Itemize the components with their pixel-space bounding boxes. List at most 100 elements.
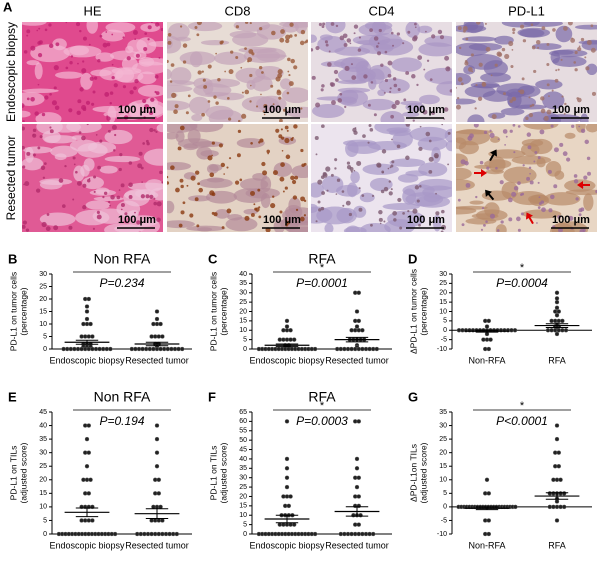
cell-nucleus bbox=[198, 187, 203, 193]
cell-nucleus bbox=[504, 53, 510, 60]
data-point bbox=[284, 466, 290, 471]
cell-nucleus bbox=[128, 161, 133, 165]
cell-nucleus bbox=[462, 25, 468, 31]
cell-nucleus bbox=[439, 35, 445, 40]
cell-nucleus bbox=[346, 38, 352, 43]
cell-nucleus bbox=[249, 73, 253, 78]
cell-nucleus bbox=[335, 193, 338, 195]
cell-nucleus bbox=[82, 183, 87, 188]
tissue-blob bbox=[192, 141, 224, 148]
cell-nucleus bbox=[457, 198, 461, 202]
cell-nucleus bbox=[22, 165, 26, 169]
cell-nucleus bbox=[300, 148, 304, 153]
cell-nucleus bbox=[411, 74, 416, 79]
data-point bbox=[82, 346, 88, 352]
cell-nucleus bbox=[91, 102, 95, 106]
cell-nucleus bbox=[118, 167, 122, 172]
cell-nucleus bbox=[446, 66, 450, 70]
tissue-blob bbox=[187, 128, 201, 144]
data-point bbox=[554, 518, 560, 523]
cell-nucleus bbox=[72, 156, 76, 160]
cell-nucleus bbox=[24, 181, 30, 187]
cell-nucleus bbox=[381, 149, 387, 154]
cell-nucleus bbox=[456, 96, 460, 100]
y-tick-label: 15 bbox=[439, 299, 447, 306]
tissue-blob bbox=[316, 96, 351, 101]
tissue-blob bbox=[389, 158, 426, 168]
cell-nucleus bbox=[375, 45, 379, 48]
data-point bbox=[284, 328, 290, 333]
tissue-blob bbox=[168, 23, 190, 41]
y-tick-label: 35 bbox=[239, 280, 247, 287]
cell-nucleus bbox=[116, 195, 121, 200]
tissue-blob bbox=[22, 22, 47, 26]
cell-nucleus bbox=[422, 109, 428, 115]
cell-nucleus bbox=[73, 163, 76, 166]
data-point bbox=[64, 346, 70, 352]
cell-nucleus bbox=[179, 178, 184, 183]
cell-nucleus bbox=[285, 34, 291, 40]
data-point bbox=[562, 491, 567, 496]
y-axis-label: (percentage) bbox=[18, 287, 28, 335]
tissue-blob bbox=[39, 212, 76, 226]
cell-nucleus bbox=[348, 212, 353, 217]
tissue-blob bbox=[456, 98, 476, 105]
cell-nucleus bbox=[135, 53, 140, 58]
cell-nucleus bbox=[293, 65, 298, 70]
data-point bbox=[486, 346, 491, 352]
cell-nucleus bbox=[187, 94, 191, 98]
cell-nucleus bbox=[428, 139, 432, 143]
cell-nucleus bbox=[167, 40, 172, 45]
cell-nucleus bbox=[109, 204, 111, 207]
cell-nucleus bbox=[236, 153, 241, 158]
y-tick-label: 20 bbox=[239, 308, 247, 315]
cell-nucleus bbox=[331, 100, 336, 106]
tissue-blob bbox=[564, 132, 576, 139]
data-point bbox=[363, 531, 369, 537]
tissue-blob bbox=[167, 200, 175, 214]
cell-nucleus bbox=[153, 129, 156, 132]
x-tick-label: Non-RFA bbox=[468, 540, 505, 550]
cell-nucleus bbox=[511, 48, 514, 51]
cell-nucleus bbox=[145, 139, 149, 143]
cell-nucleus bbox=[186, 184, 189, 187]
data-point bbox=[154, 423, 160, 428]
cell-nucleus bbox=[108, 200, 111, 204]
cell-nucleus bbox=[25, 228, 30, 232]
y-tick-label: 50 bbox=[239, 437, 247, 444]
column-header: HE bbox=[83, 3, 101, 18]
tissue-blob bbox=[280, 78, 292, 90]
tissue-blob bbox=[423, 193, 441, 203]
tissue-blob bbox=[436, 81, 452, 96]
cell-nucleus bbox=[111, 63, 114, 66]
cell-nucleus bbox=[86, 124, 89, 126]
data-point bbox=[82, 334, 88, 339]
tissue-blob bbox=[189, 96, 211, 115]
cell-nucleus bbox=[358, 187, 361, 190]
cell-nucleus bbox=[119, 153, 123, 157]
data-point bbox=[360, 328, 365, 333]
cell-nucleus bbox=[32, 128, 37, 133]
cell-nucleus bbox=[497, 138, 500, 141]
cell-nucleus bbox=[485, 46, 491, 52]
data-point bbox=[160, 334, 165, 339]
tissue-blob bbox=[456, 167, 472, 180]
cell-nucleus bbox=[286, 220, 291, 225]
cell-nucleus bbox=[134, 211, 136, 214]
panel-label: C bbox=[208, 251, 218, 266]
tissue-blob bbox=[95, 52, 115, 62]
cell-nucleus bbox=[286, 129, 289, 132]
cell-nucleus bbox=[32, 153, 36, 157]
cell-nucleus bbox=[271, 30, 276, 36]
cell-nucleus bbox=[96, 214, 102, 220]
tissue-blob bbox=[325, 22, 346, 34]
cell-nucleus bbox=[522, 39, 527, 43]
cell-nucleus bbox=[519, 89, 525, 95]
cell-nucleus bbox=[390, 188, 393, 191]
data-point bbox=[345, 531, 351, 537]
cell-nucleus bbox=[136, 220, 141, 225]
tissue bbox=[311, 22, 452, 122]
cell-nucleus bbox=[291, 179, 297, 185]
data-point bbox=[354, 324, 360, 329]
cell-nucleus bbox=[397, 87, 401, 92]
